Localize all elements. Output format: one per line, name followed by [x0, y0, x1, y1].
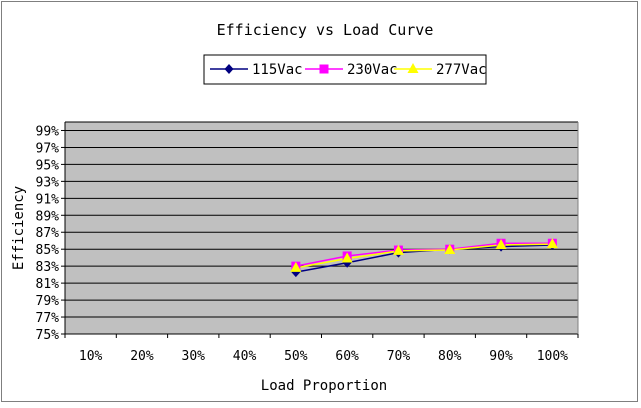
legend-marker-277vac: [407, 63, 419, 73]
legend-box: [203, 54, 487, 85]
legend-label: 277Vac: [436, 62, 487, 78]
x-tick-label: 40%: [233, 349, 257, 364]
x-tick-label: 20%: [130, 349, 154, 364]
y-tick-label: 99%: [36, 124, 60, 139]
y-tick-label: 81%: [36, 277, 60, 292]
data-point-277vac: [392, 244, 404, 255]
y-tick-label: 91%: [36, 192, 60, 207]
legend-label: 115Vac: [252, 62, 303, 78]
series-line-277vac: [295, 243, 553, 269]
legend-label: 230Vac: [347, 62, 398, 78]
y-tick-label: 97%: [36, 141, 60, 156]
data-point-277vac: [341, 252, 353, 263]
y-tick-label: 95%: [36, 158, 60, 173]
x-tick-label: 10%: [79, 349, 103, 364]
y-tick-label: 83%: [36, 260, 60, 275]
legend-marker-115vac: [224, 64, 234, 74]
y-tick-label: 87%: [36, 226, 60, 241]
y-tick-label: 89%: [36, 209, 60, 224]
series-line-230vac: [295, 242, 553, 267]
y-axis-label: Efficiency: [11, 186, 27, 270]
chart-frame: Efficiency vs Load Curve 115Vac 230Vac 277…: [1, 1, 638, 402]
y-tick-label: 77%: [36, 311, 60, 326]
x-axis-label: Load Proportion: [261, 378, 387, 394]
legend-marker-230vac: [319, 64, 329, 74]
legend: 115Vac 230Vac 277Vac: [203, 54, 487, 85]
data-point-277vac: [290, 261, 302, 272]
x-tick-label: 50%: [284, 349, 308, 364]
x-tick-label: 60%: [335, 349, 359, 364]
plot-area: [65, 122, 578, 334]
x-tick-label: 70%: [387, 349, 411, 364]
y-tick-label: 85%: [36, 243, 60, 258]
y-tick-label: 75%: [36, 328, 60, 343]
y-tick-label: 79%: [36, 294, 60, 309]
data-point-277vac: [444, 244, 456, 255]
y-tick-label: 93%: [36, 175, 60, 190]
data-point-277vac: [546, 238, 558, 249]
x-tick-label: 80%: [438, 349, 462, 364]
data-point-277vac: [495, 238, 507, 249]
efficiency-chart: Efficiency vs Load Curve 115Vac 230Vac 277…: [11, 21, 579, 394]
x-tick-label: 30%: [182, 349, 206, 364]
chart-title: Efficiency vs Load Curve: [217, 21, 434, 39]
x-tick-label: 100%: [537, 349, 568, 364]
x-tick-label: 90%: [489, 349, 513, 364]
